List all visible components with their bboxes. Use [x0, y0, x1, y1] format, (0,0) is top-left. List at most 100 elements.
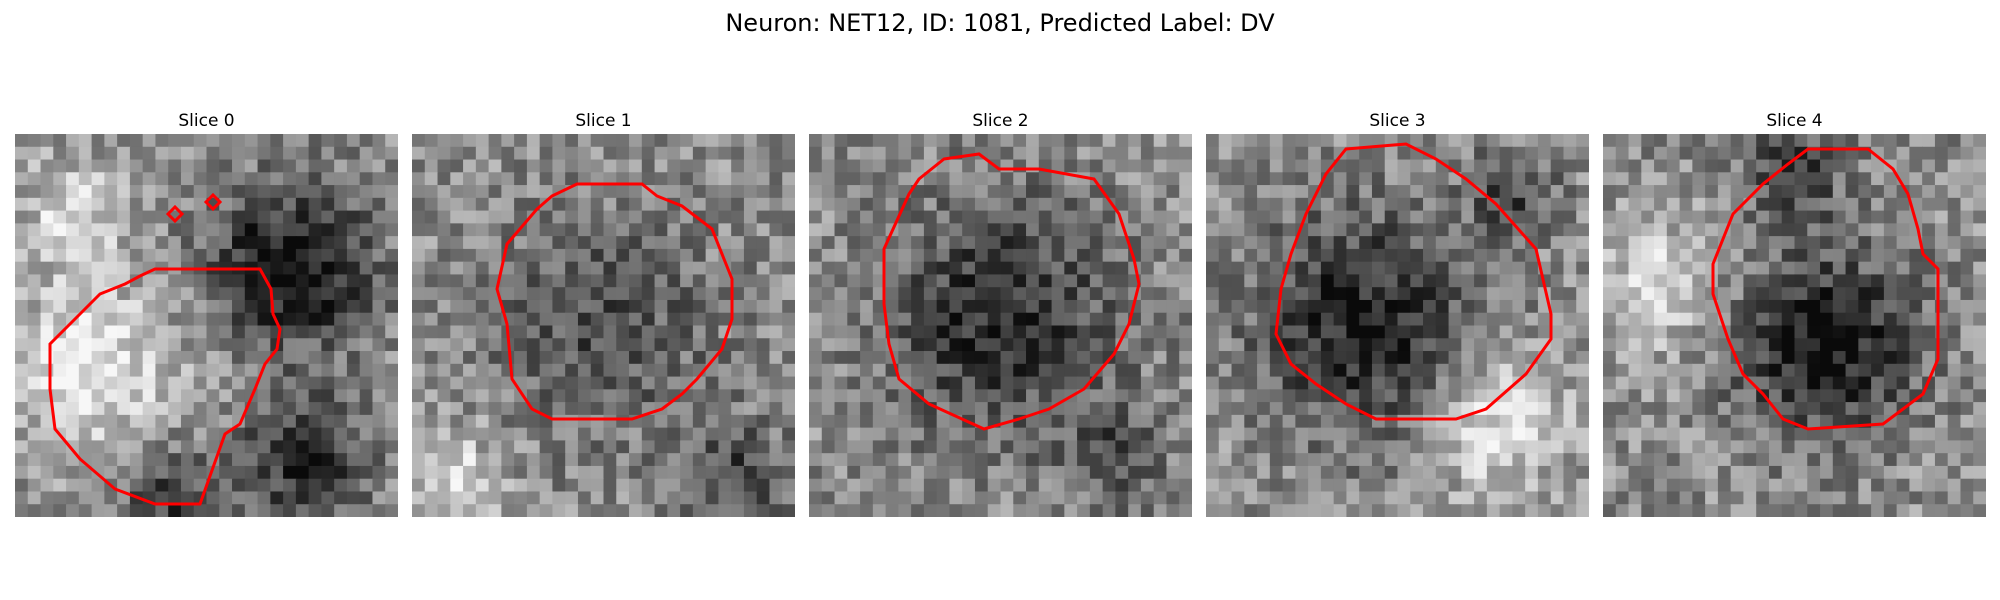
image-pixel	[475, 504, 490, 517]
image-pixel	[1820, 159, 1834, 173]
image-pixel	[616, 453, 630, 467]
image-pixel	[1947, 134, 1962, 148]
image-pixel	[1269, 146, 1284, 161]
image-pixel	[898, 299, 912, 314]
image-pixel	[1973, 248, 1986, 263]
image-pixel	[1282, 402, 1296, 416]
image-pixel	[1628, 440, 1642, 454]
image-pixel	[872, 325, 887, 339]
image-pixel	[1077, 440, 1091, 454]
image-pixel	[1128, 389, 1142, 403]
image-pixel	[372, 287, 386, 301]
image-pixel	[603, 338, 617, 352]
image-pixel	[705, 146, 719, 161]
image-pixel	[40, 146, 54, 161]
image-pixel	[629, 274, 643, 288]
image-pixel	[53, 351, 67, 365]
image-pixel	[501, 197, 515, 212]
image-pixel	[1934, 478, 1949, 493]
image-pixel	[1295, 261, 1309, 276]
image-pixel	[53, 172, 67, 186]
image-pixel	[821, 402, 836, 416]
image-pixel	[834, 236, 848, 250]
image-pixel	[1359, 478, 1373, 493]
figure-title: Neuron: NET12, ID: 1081, Predicted Label…	[725, 9, 1275, 37]
image-pixel	[1666, 414, 1681, 429]
image-pixel	[782, 402, 795, 416]
image-pixel	[1089, 325, 1104, 339]
image-pixel	[1064, 504, 1078, 517]
image-pixel	[1435, 351, 1450, 365]
image-pixel	[1807, 440, 1821, 454]
image-pixel	[1743, 248, 1757, 263]
image-pixel	[718, 146, 732, 161]
image-pixel	[1499, 325, 1513, 339]
image-pixel	[1525, 478, 1539, 493]
image-pixel	[809, 261, 823, 276]
image-pixel	[1206, 287, 1220, 301]
image-pixel	[1525, 427, 1539, 441]
image-pixel	[1512, 325, 1526, 339]
image-pixel	[667, 159, 681, 173]
image-pixel	[834, 465, 848, 480]
image-pixel	[1858, 389, 1872, 403]
image-pixel	[1115, 185, 1129, 199]
image-pixel	[321, 185, 335, 199]
image-pixel	[1858, 491, 1872, 505]
image-pixel	[1576, 440, 1589, 454]
image-pixel	[346, 453, 361, 467]
image-pixel	[244, 185, 259, 199]
slice-image-1	[412, 134, 795, 517]
image-pixel	[1410, 172, 1424, 186]
image-pixel	[1947, 299, 1962, 314]
image-pixel	[1038, 363, 1053, 378]
image-pixel	[1730, 440, 1745, 454]
image-pixel	[488, 236, 502, 250]
image-pixel	[1486, 491, 1501, 505]
image-pixel	[1333, 376, 1348, 390]
image-pixel	[1461, 210, 1475, 224]
image-pixel	[40, 478, 54, 493]
image-pixel	[129, 504, 144, 517]
image-pixel	[142, 134, 157, 148]
image-pixel	[1794, 453, 1808, 467]
image-pixel	[1537, 197, 1552, 212]
image-pixel	[1051, 197, 1065, 212]
image-pixel	[821, 465, 836, 480]
image-pixel	[206, 325, 220, 339]
image-pixel	[232, 274, 246, 288]
image-pixel	[1128, 363, 1142, 378]
image-pixel	[1973, 274, 1986, 288]
image-pixel	[705, 159, 719, 173]
image-pixel	[180, 146, 195, 161]
image-pixel	[539, 325, 554, 339]
image-pixel	[1794, 376, 1808, 390]
image-pixel	[1166, 491, 1180, 505]
image-pixel	[1730, 146, 1745, 161]
image-pixel	[1845, 274, 1859, 288]
image-pixel	[629, 338, 643, 352]
image-pixel	[104, 236, 118, 250]
image-pixel	[1563, 299, 1577, 314]
image-pixel	[1140, 159, 1155, 173]
image-pixel	[616, 376, 630, 390]
image-pixel	[372, 402, 386, 416]
image-pixel	[1909, 287, 1923, 301]
image-pixel	[987, 146, 1002, 161]
image-pixel	[1934, 159, 1949, 173]
image-pixel	[782, 172, 795, 186]
image-pixel	[1051, 504, 1065, 517]
image-pixel	[1807, 389, 1821, 403]
image-pixel	[949, 172, 963, 186]
image-pixel	[1666, 223, 1681, 237]
image-pixel	[1064, 351, 1078, 365]
image-pixel	[667, 389, 681, 403]
image-pixel	[1947, 248, 1962, 263]
image-pixel	[654, 453, 668, 467]
image-pixel	[1257, 402, 1271, 416]
image-pixel	[692, 134, 707, 148]
image-pixel	[616, 325, 630, 339]
image-pixel	[270, 210, 284, 224]
image-pixel	[1051, 312, 1065, 327]
image-pixel	[680, 478, 694, 493]
